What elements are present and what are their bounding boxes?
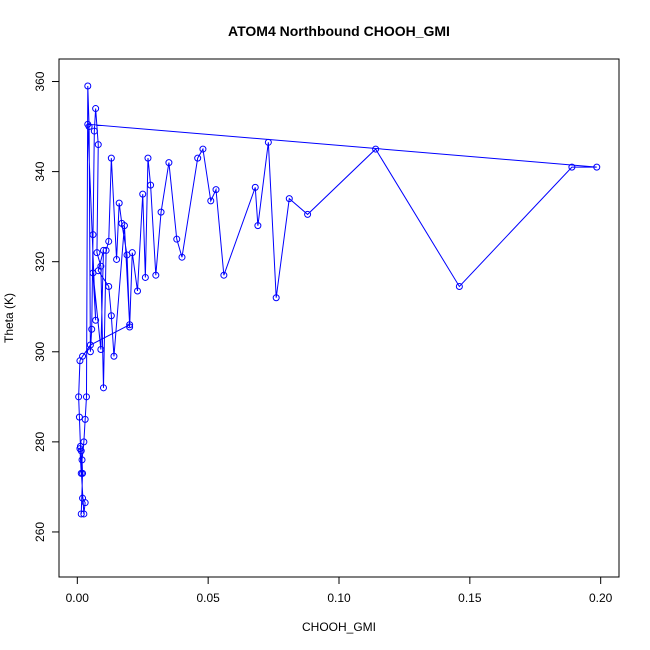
data-point bbox=[212, 186, 220, 194]
data-point bbox=[285, 195, 293, 203]
data-point bbox=[134, 287, 142, 295]
data-point bbox=[272, 294, 280, 302]
data-point bbox=[139, 190, 147, 198]
data-point bbox=[94, 267, 102, 275]
data-point bbox=[207, 197, 215, 205]
chart-title: ATOM4 Northbound CHOOH_GMI bbox=[228, 23, 450, 39]
x-axis-label: CHOOH_GMI bbox=[302, 620, 376, 634]
data-point bbox=[99, 246, 107, 254]
data-point bbox=[75, 393, 83, 401]
data-point bbox=[105, 237, 113, 245]
x-tick-label: 0.10 bbox=[327, 591, 351, 605]
data-point bbox=[77, 510, 85, 518]
data-point bbox=[78, 456, 86, 464]
y-tick-label: 260 bbox=[33, 522, 47, 542]
x-tick-label: 0.15 bbox=[458, 591, 482, 605]
data-point bbox=[372, 145, 380, 153]
data-point bbox=[113, 255, 121, 263]
data-point bbox=[97, 346, 105, 354]
data-point bbox=[76, 445, 84, 453]
data-point bbox=[147, 181, 155, 189]
data-point bbox=[93, 249, 101, 257]
y-tick-label: 280 bbox=[33, 432, 47, 452]
data-point bbox=[157, 208, 165, 216]
data-point bbox=[92, 316, 100, 324]
data-point bbox=[76, 357, 84, 365]
y-tick-label: 340 bbox=[33, 161, 47, 181]
data-point bbox=[568, 163, 576, 171]
series-line bbox=[78, 86, 597, 514]
y-tick-label: 300 bbox=[33, 341, 47, 361]
data-point bbox=[251, 183, 259, 191]
data-point bbox=[107, 154, 115, 162]
data-point bbox=[81, 415, 89, 423]
x-tick-label: 0.05 bbox=[196, 591, 220, 605]
x-axis: 0.00 0.05 0.10 0.15 0.20 bbox=[66, 576, 613, 605]
data-point bbox=[84, 120, 92, 128]
data-point bbox=[86, 341, 94, 349]
series-points bbox=[75, 82, 601, 518]
data-point bbox=[144, 154, 152, 162]
series-lines bbox=[78, 86, 597, 514]
data-point bbox=[107, 312, 115, 320]
data-point bbox=[254, 222, 262, 230]
data-point bbox=[105, 282, 113, 290]
data-point bbox=[89, 231, 97, 239]
data-point bbox=[152, 271, 160, 279]
data-point bbox=[220, 271, 228, 279]
data-point bbox=[178, 253, 186, 261]
data-point bbox=[173, 235, 181, 243]
data-point bbox=[84, 82, 92, 90]
data-point bbox=[99, 384, 107, 392]
y-tick-label: 320 bbox=[33, 251, 47, 271]
data-point bbox=[82, 393, 90, 401]
data-point bbox=[165, 159, 173, 167]
data-point bbox=[102, 246, 110, 254]
data-point bbox=[141, 273, 149, 281]
data-point bbox=[593, 163, 601, 171]
y-tick-label: 360 bbox=[33, 71, 47, 91]
y-axis: 260 280 300 320 340 360 bbox=[33, 71, 60, 542]
data-point bbox=[90, 127, 98, 135]
data-point bbox=[126, 323, 134, 331]
data-point bbox=[264, 138, 272, 146]
data-point bbox=[115, 199, 123, 207]
data-point bbox=[199, 145, 207, 153]
data-point bbox=[92, 105, 100, 113]
y-axis-label: Theta (K) bbox=[2, 293, 16, 343]
data-point bbox=[77, 469, 85, 477]
data-point bbox=[80, 438, 88, 446]
data-point bbox=[194, 154, 202, 162]
data-point bbox=[94, 141, 102, 149]
data-point bbox=[88, 325, 96, 333]
x-tick-label: 0.20 bbox=[589, 591, 613, 605]
data-point bbox=[304, 210, 312, 218]
data-point bbox=[75, 413, 83, 421]
data-point bbox=[81, 499, 89, 507]
data-point bbox=[120, 222, 128, 230]
x-tick-label: 0.00 bbox=[66, 591, 90, 605]
data-point bbox=[126, 321, 134, 329]
data-point bbox=[455, 282, 463, 290]
data-point bbox=[128, 249, 136, 257]
data-point bbox=[110, 352, 118, 360]
data-point bbox=[86, 348, 94, 356]
data-point bbox=[80, 510, 88, 518]
